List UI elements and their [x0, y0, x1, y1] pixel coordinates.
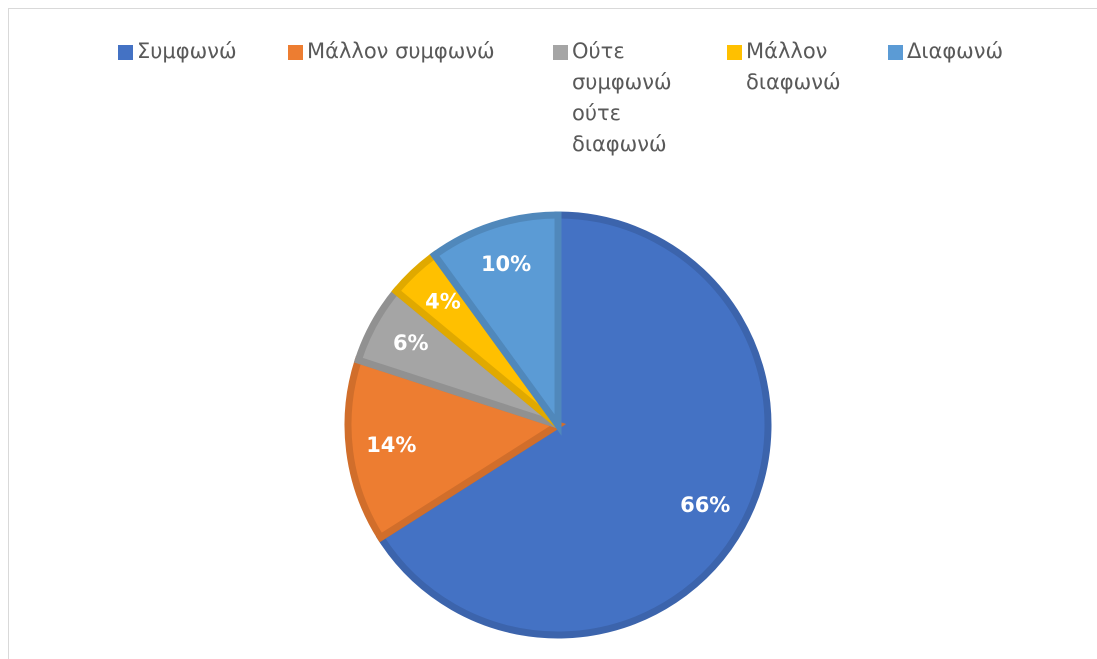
- legend-swatch: [553, 45, 568, 60]
- pie-slice: [375, 211, 772, 639]
- data-label: 66%: [680, 493, 730, 517]
- legend-item: Διαφωνώ: [888, 36, 1003, 67]
- chart-border: [8, 8, 1097, 659]
- legend-item: Ούτε συμφωνώ ούτε διαφωνώ: [553, 36, 697, 160]
- legend-item: Μάλλον συμφωνώ: [288, 36, 495, 67]
- legend-label: Ούτε συμφωνώ ούτε διαφωνώ: [572, 39, 672, 156]
- data-label: 4%: [425, 290, 461, 314]
- legend-swatch: [727, 45, 742, 60]
- legend-item: Συμφωνώ: [118, 36, 237, 67]
- legend-swatch: [118, 45, 133, 60]
- legend-item: Μάλλον διαφωνώ: [727, 36, 861, 98]
- legend-label: Διαφωνώ: [907, 39, 1004, 63]
- pie-slice: [429, 211, 562, 436]
- legend-label: Μάλλον διαφωνώ: [746, 39, 841, 94]
- legend-label: Μάλλον συμφωνώ: [307, 39, 495, 63]
- legend-swatch: [288, 45, 303, 60]
- legend-label: Συμφωνώ: [137, 39, 237, 63]
- pie-slice: [344, 355, 567, 543]
- data-label: 14%: [366, 433, 416, 457]
- data-label: 6%: [393, 331, 429, 355]
- data-label: 10%: [481, 252, 531, 276]
- legend-swatch: [888, 45, 903, 60]
